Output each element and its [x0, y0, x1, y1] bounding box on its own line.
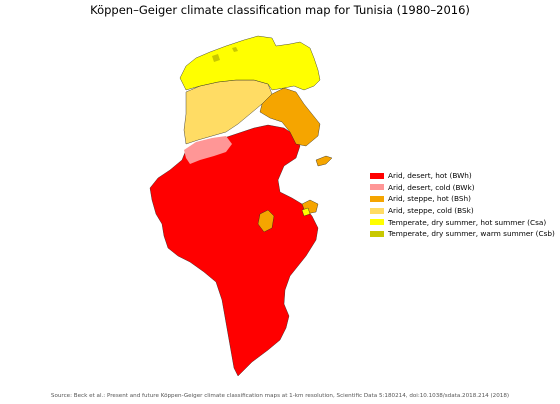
legend-swatch-csb [370, 230, 384, 237]
source-citation: Source: Beck et al.: Present and future … [50, 393, 510, 399]
region-bsh [259, 87, 321, 147]
legend: Arid, desert, hot (BWh) Arid, desert, co… [370, 170, 555, 240]
legend-label-csa: Temperate, dry summer, hot summer (Csa) [388, 217, 547, 227]
legend-swatch-bsh [370, 195, 384, 202]
legend-swatch-bwh [370, 172, 384, 179]
region-csb [212, 47, 238, 62]
region-bsh-kerkennah [315, 155, 333, 167]
legend-label-bwh: Arid, desert, hot (BWh) [388, 171, 472, 181]
legend-label-bwk: Arid, desert, cold (BWk) [388, 182, 475, 192]
legend-label-bsh: Arid, steppe, hot (BSh) [388, 194, 471, 204]
legend-item-bwk: Arid, desert, cold (BWk) [370, 182, 555, 194]
legend-item-csa: Temperate, dry summer, hot summer (Csa) [370, 216, 555, 228]
legend-item-bsh: Arid, steppe, hot (BSh) [370, 193, 555, 205]
region-csa-island [301, 207, 311, 217]
legend-item-bwh: Arid, desert, hot (BWh) [370, 170, 555, 182]
region-bwk [184, 136, 232, 164]
region-csa [179, 35, 321, 91]
legend-swatch-bwk [370, 184, 384, 191]
region-bsh-patch-south [257, 209, 275, 233]
region-bwh [149, 124, 319, 377]
legend-swatch-csa [370, 219, 384, 226]
legend-item-bsk: Arid, steppe, cold (BSk) [370, 205, 555, 217]
legend-label-bsk: Arid, steppe, cold (BSk) [388, 206, 474, 216]
legend-label-csb: Temperate, dry summer, warm summer (Csb) [388, 229, 555, 239]
map-title: Köppen–Geiger climate classification map… [90, 3, 470, 17]
legend-item-csb: Temperate, dry summer, warm summer (Csb) [370, 228, 555, 240]
legend-swatch-bsk [370, 207, 384, 214]
